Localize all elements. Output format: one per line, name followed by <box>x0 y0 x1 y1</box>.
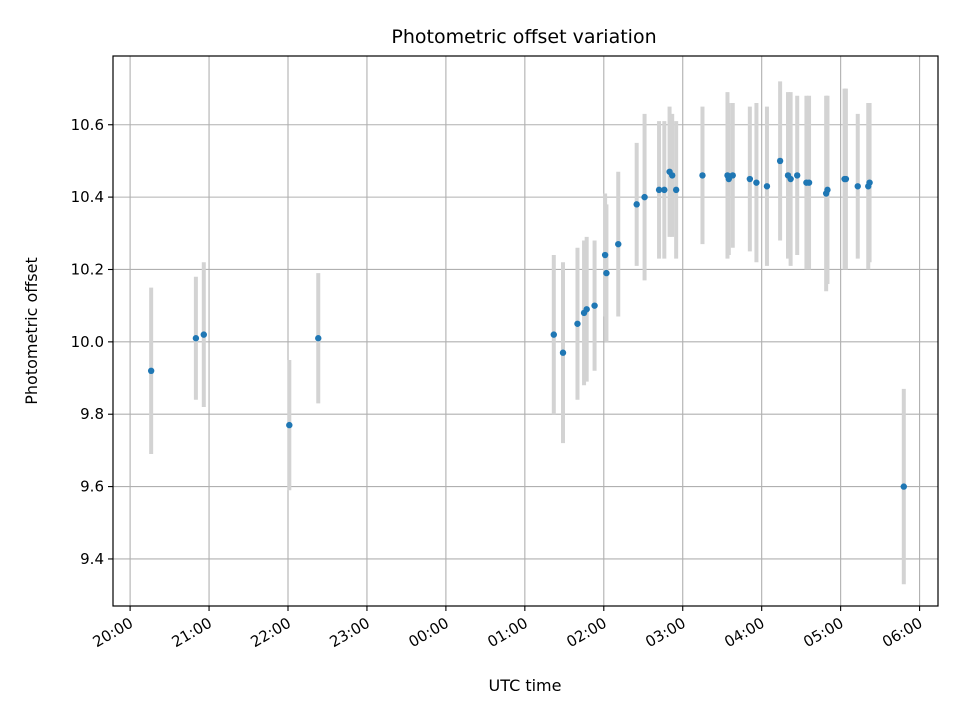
data-point <box>147 367 155 375</box>
data-point <box>763 183 771 190</box>
x-axis-label: UTC time <box>489 676 562 695</box>
data-point <box>550 331 557 338</box>
data-point <box>601 251 609 259</box>
data-point <box>746 175 754 183</box>
y-tick-label: 9.4 <box>80 550 104 568</box>
y-tick-label: 9.8 <box>80 405 104 423</box>
data-point <box>603 269 610 277</box>
data-point <box>805 179 813 186</box>
y-tick-label: 9.6 <box>80 478 104 496</box>
data-point <box>842 175 850 183</box>
y-axis-ticks: 9.4 9.6 9.8 10.0 10.2 10.4 10.6 <box>71 116 113 568</box>
data-point <box>729 172 736 179</box>
data-point <box>854 183 861 190</box>
data-point <box>583 306 590 313</box>
data-point <box>824 186 831 194</box>
data-point <box>866 179 873 186</box>
data-point <box>669 172 676 179</box>
y-tick-label: 10.0 <box>71 333 104 351</box>
data-point <box>615 240 622 248</box>
data-point <box>794 172 801 179</box>
data-point <box>574 320 581 327</box>
data-point <box>900 483 907 490</box>
data-points <box>147 157 907 490</box>
data-point <box>655 186 663 194</box>
data-point <box>699 172 706 179</box>
data-point <box>200 331 207 338</box>
data-point <box>787 175 794 183</box>
y-tick-label: 10.2 <box>71 260 104 278</box>
y-tick-label: 10.4 <box>71 188 104 206</box>
y-tick-label: 10.6 <box>71 116 104 134</box>
plot-frame <box>112 55 939 607</box>
data-point <box>672 186 680 194</box>
data-point <box>776 157 784 165</box>
chart-title: Photometric offset variation <box>391 26 656 48</box>
data-point <box>633 201 640 208</box>
data-point <box>192 335 200 342</box>
data-point <box>591 302 598 309</box>
data-point <box>286 421 293 429</box>
y-axis-label: Photometric offset <box>22 257 41 405</box>
data-point <box>661 186 668 194</box>
data-point <box>641 193 648 201</box>
data-point <box>753 179 760 186</box>
grid-lines <box>113 56 938 606</box>
data-point <box>315 335 322 342</box>
data-point <box>559 349 567 356</box>
